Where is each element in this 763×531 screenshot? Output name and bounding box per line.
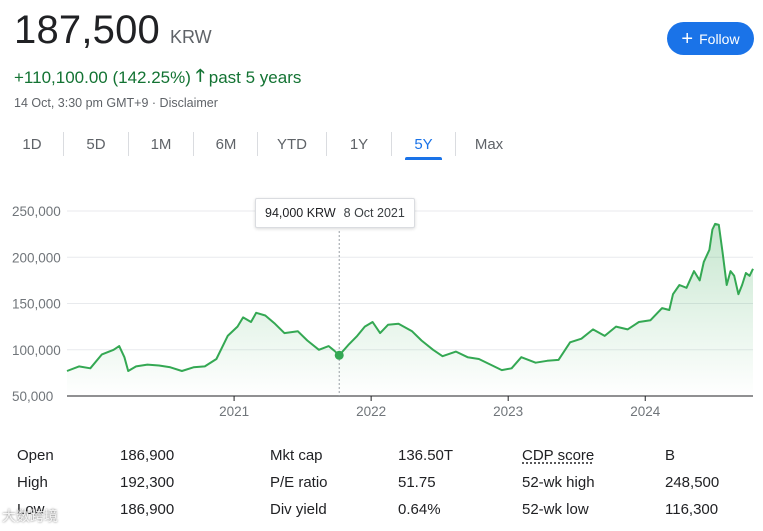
tab-5d[interactable]: 5D [86,136,106,153]
tab-divider [193,132,194,156]
y-tick-label: 200,000 [12,250,61,265]
change-period: past 5 years [208,67,302,87]
x-tick-label: 2024 [630,404,661,419]
stat-label-low: Low [17,501,45,518]
tab-divider [455,132,456,156]
stat-label-52wk-low: 52-wk low [522,501,589,518]
price-header: 187,500 KRW [14,8,212,53]
x-tick-label: 2023 [493,404,523,419]
arrow-up-icon: 🡑 [195,66,205,85]
tooltip-value: 94,000 KRW [265,206,336,220]
y-tick-label: 150,000 [12,297,61,312]
change-value: +110,100.00 (142.25%) [14,67,191,87]
hover-point [334,350,344,360]
tooltip-date: 8 Oct 2021 [343,206,405,220]
range-tabs: 1D 5D 1M 6M YTD 1Y 5Y Max [0,128,520,160]
tab-max[interactable]: Max [474,136,504,153]
current-price: 187,500 [14,8,160,52]
tab-divider [326,132,327,156]
currency-label: KRW [170,27,212,47]
price-change: +110,100.00 (142.25%) 🡑 past 5 years [14,63,301,92]
tab-divider [63,132,64,156]
stat-value-open: 186,900 [120,447,175,464]
plus-icon: + [681,27,694,50]
stat-label-cdp-score[interactable]: CDP score [522,447,595,464]
y-tick-label: 250,000 [12,204,61,219]
x-tick-label: 2022 [356,404,386,419]
tab-divider [257,132,258,156]
stat-value-52wk-low: 116,300 [665,501,719,518]
stat-label-high: High [17,474,48,491]
follow-button[interactable]: + Follow [667,22,754,55]
price-chart[interactable]: 250,000 200,000 150,000 100,000 50,000 2021 2… [0,185,763,430]
stat-value-cdp-score: B [665,447,676,464]
stat-label-pe-ratio: P/E ratio [270,474,328,491]
price-line [66,222,754,372]
x-tick-label: 2021 [219,404,249,419]
tab-ytd[interactable]: YTD [277,136,307,153]
tab-1y[interactable]: 1Y [349,136,369,153]
stat-label-open: Open [17,447,54,464]
watermark-logo: 大数跨境 [2,508,58,524]
tab-5y[interactable]: 5Y [405,128,442,160]
tab-divider [128,132,129,156]
follow-label: Follow [699,30,740,47]
stat-value-mkt-cap: 136.50T [398,447,454,464]
stat-value-low: 186,900 [120,501,175,518]
stat-value-pe-ratio: 51.75 [398,474,436,491]
tab-divider [391,132,392,156]
timestamp[interactable]: 14 Oct, 3:30 pm GMT+9 · Disclaimer [14,96,218,110]
y-tick-label: 50,000 [12,389,53,404]
stat-value-52wk-high: 248,500 [665,474,720,491]
stat-value-div-yield: 0.64% [398,501,441,518]
chart-tooltip: 94,000 KRW 8 Oct 2021 [255,198,415,228]
stat-label-52wk-high: 52-wk high [522,474,595,491]
y-tick-label: 100,000 [12,343,61,358]
stat-value-high: 192,300 [120,474,175,491]
tab-1d[interactable]: 1D [22,136,42,153]
stat-label-mkt-cap: Mkt cap [270,447,323,464]
tab-1m[interactable]: 1M [150,136,172,153]
stat-label-div-yield: Div yield [270,501,327,518]
price-area [67,223,753,396]
tab-6m[interactable]: 6M [215,136,237,153]
